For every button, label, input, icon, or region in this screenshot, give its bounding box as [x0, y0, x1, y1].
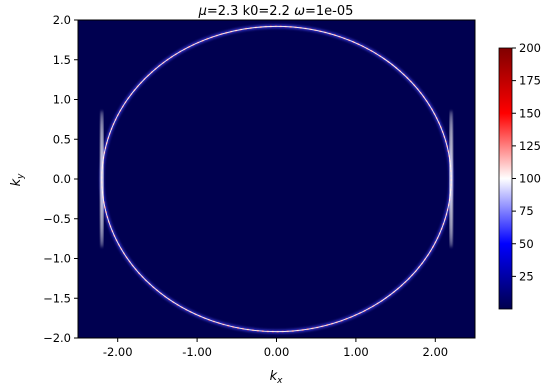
- colorbar-tick-label: 125: [519, 139, 541, 153]
- y-tick-label: 0.5: [53, 132, 71, 146]
- plot-background: [78, 20, 475, 338]
- title-mu-symbol: μ: [198, 4, 207, 19]
- x-tick-label: -1.00: [182, 345, 212, 359]
- y-tick-label: 1.5: [53, 53, 71, 67]
- colorbar-tick-label: 25: [519, 269, 534, 283]
- y-tick-label: −1.0: [43, 252, 71, 266]
- colorbar-tick-label: 200: [519, 41, 541, 55]
- x-tick-label: 2.00: [422, 345, 448, 359]
- y-tick-label: 0.0: [53, 172, 71, 186]
- y-axis-label-main: k: [9, 178, 24, 186]
- x-tick-label: 1.00: [343, 345, 369, 359]
- colorbar-tick-label: 100: [519, 172, 541, 186]
- title-omega-value: =1e-05: [305, 4, 353, 19]
- x-tick-label: -2.00: [103, 345, 133, 359]
- colorbar-tick-label: 50: [519, 237, 534, 251]
- colorbar-tick-label: 150: [519, 106, 541, 120]
- y-axis-label: ky: [9, 173, 26, 187]
- x-axis: -2.00 -1.00 0.00 1.00 2.00: [103, 338, 448, 359]
- x-axis-label: kx: [270, 369, 284, 386]
- colorbar: [498, 47, 513, 310]
- colorbar-tick-label: 75: [519, 204, 534, 218]
- ring-right-bright: [449, 110, 453, 248]
- x-axis-label-main: k: [270, 369, 278, 384]
- y-axis: 2.0 1.5 1.0 0.5 0.0 −0.5 −1.0 −1.5 −2.0: [43, 13, 78, 345]
- ring-left-bright: [100, 110, 104, 248]
- colorbar-ticks: 25 50 75 100 125 150 175 200: [512, 41, 541, 283]
- y-tick-label: −1.5: [43, 291, 71, 305]
- chart-title: μ=2.3 k0=2.2 ω=1e-05: [198, 4, 354, 19]
- y-axis-label-sub: y: [16, 173, 26, 180]
- y-tick-label: −0.5: [43, 212, 71, 226]
- title-mu-value: =2.3 k0=2.2: [207, 4, 294, 19]
- x-tick-label: 0.00: [264, 345, 290, 359]
- x-axis-label-sub: x: [276, 376, 283, 386]
- colorbar-tick-label: 175: [519, 74, 541, 88]
- y-tick-label: −2.0: [43, 331, 71, 345]
- title-omega-symbol: ω: [294, 4, 305, 19]
- y-tick-label: 1.0: [53, 93, 71, 107]
- y-tick-label: 2.0: [53, 13, 71, 27]
- fermi-ring: [100, 24, 453, 334]
